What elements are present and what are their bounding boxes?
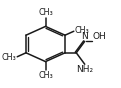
- Text: CH₃: CH₃: [38, 8, 53, 17]
- Text: N: N: [81, 32, 88, 41]
- Text: CH₃: CH₃: [75, 26, 90, 35]
- Text: CH₃: CH₃: [38, 71, 53, 80]
- Text: CH₃: CH₃: [1, 53, 16, 62]
- Text: OH: OH: [93, 32, 106, 41]
- Text: NH₂: NH₂: [76, 65, 93, 74]
